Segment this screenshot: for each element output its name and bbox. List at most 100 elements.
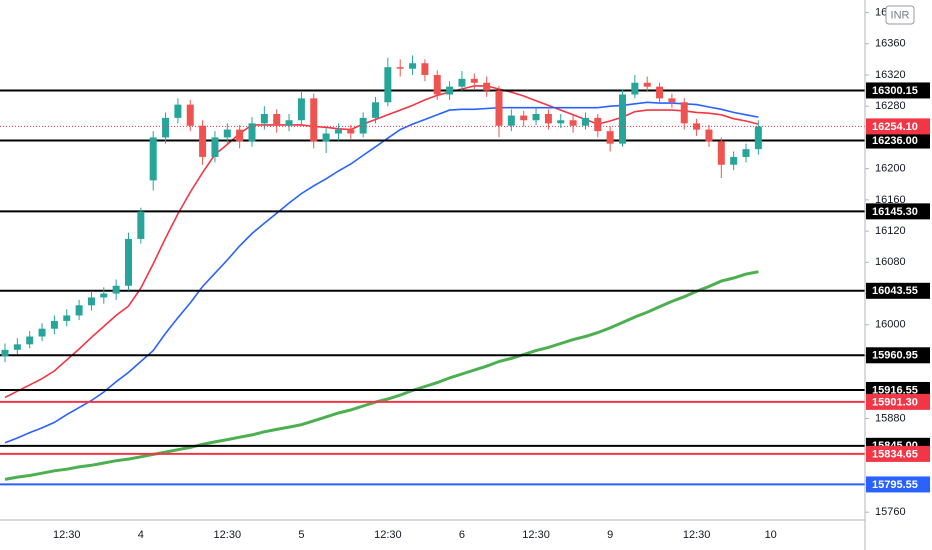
candle-body [569, 120, 577, 126]
candle-body [594, 117, 602, 132]
y-tick-label: 16120 [875, 225, 906, 237]
price-label-box [866, 132, 930, 149]
candle-body [347, 129, 355, 134]
candle-body [186, 104, 194, 126]
y-tick-label: 16360 [875, 38, 906, 50]
candle-body [322, 133, 330, 142]
candle-body [606, 131, 614, 144]
price-label: 15834.65 [872, 448, 918, 460]
candle-body [742, 149, 750, 157]
candle-body [557, 120, 565, 124]
candle-body [446, 86, 454, 95]
currency-badge[interactable] [885, 5, 915, 25]
price-label-box [866, 393, 930, 410]
x-tick-label: 9 [607, 529, 613, 541]
candle-body [26, 336, 34, 345]
candle-body [248, 123, 256, 142]
candle-body [174, 104, 182, 118]
candle-body [619, 94, 626, 144]
price-label-box [866, 282, 930, 299]
candle-body [483, 82, 491, 91]
candle-body [372, 102, 379, 118]
moving-average-line [4, 101, 759, 444]
candle-body [656, 86, 664, 99]
candle-body [273, 113, 281, 126]
currency-label: INR [891, 9, 910, 21]
candle-body [13, 344, 21, 350]
x-tick-label: 12:30 [53, 529, 81, 541]
price-label: 16145.30 [872, 206, 918, 218]
candle-body [125, 238, 132, 286]
candle-body [223, 129, 231, 138]
candle-body [211, 137, 219, 157]
x-tick-label: 12:30 [374, 529, 402, 541]
price-label-box [866, 82, 930, 99]
price-label: 16236.00 [872, 135, 918, 147]
candle-body [717, 141, 725, 165]
y-tick-label: 16320 [875, 69, 906, 81]
candle-body [87, 297, 95, 306]
x-tick-label: 12:30 [683, 529, 711, 541]
y-tick-label: 16160 [875, 194, 906, 206]
candle-body [137, 211, 145, 239]
y-tick-label: 16000 [875, 319, 906, 331]
y-tick-label: 15880 [875, 412, 906, 424]
moving-average-line [4, 85, 759, 399]
levels: 16300.15 16236.00 16145.30 16043.55 15960.95… [866, 82, 930, 493]
candle-body [63, 315, 71, 321]
candle-body [544, 113, 552, 124]
x-tick-label: 5 [298, 529, 304, 541]
price-label-box [866, 476, 930, 493]
candle-body [581, 117, 589, 126]
price-label: 15795.55 [872, 479, 918, 491]
candle-body [507, 115, 515, 126]
candle-body [297, 98, 305, 121]
x-tick-label: 10 [765, 529, 777, 541]
candle-body [631, 82, 639, 95]
price-label-box [866, 118, 930, 135]
candle-body [730, 156, 738, 165]
candle-body [643, 82, 651, 87]
candle-body [1, 349, 9, 357]
candle-body [112, 285, 120, 294]
y-tick-label: 15760 [875, 506, 906, 518]
candle-body [38, 328, 46, 337]
price-label: 16300.15 [872, 85, 918, 97]
candle-body [260, 113, 268, 124]
y-tick-label: 16080 [875, 256, 906, 268]
plot-area [0, 55, 865, 486]
candle-body [149, 137, 157, 181]
candle-body [285, 120, 293, 126]
price-label: 15901.30 [872, 396, 918, 408]
candle-body [236, 129, 244, 142]
candle-body [470, 78, 478, 83]
price-label: 15916.55 [872, 384, 918, 396]
x-tick-label: 12:30 [522, 529, 550, 541]
candle-body [162, 117, 170, 138]
candle-body [705, 129, 713, 142]
y-tick-label: 16280 [875, 100, 906, 112]
moving-average-line [4, 270, 759, 481]
candle-body [495, 90, 503, 126]
candle-body [384, 67, 392, 103]
candle-body [409, 63, 417, 69]
candle-body [310, 98, 318, 142]
candle-body [50, 320, 58, 329]
candle-body [199, 125, 207, 157]
candle-body [433, 74, 441, 95]
candle-body [680, 102, 688, 124]
price-label: 16043.55 [872, 285, 918, 297]
candle-body [421, 63, 429, 75]
price-label-box [866, 347, 930, 364]
candle-body [754, 126, 762, 150]
candle-body [396, 67, 404, 69]
x-tick-label: 12:30 [214, 529, 242, 541]
candle-body [100, 293, 108, 298]
candle-body [668, 98, 676, 103]
candle-body [532, 113, 540, 121]
candle-body [359, 117, 367, 134]
candle-body [520, 115, 528, 121]
candle-body [75, 305, 83, 316]
